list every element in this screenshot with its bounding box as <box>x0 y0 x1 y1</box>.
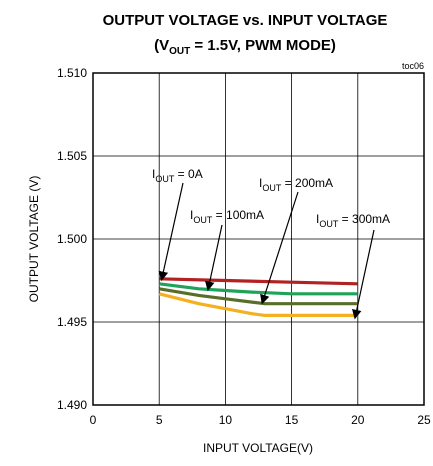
x-tick-label: 15 <box>285 413 299 427</box>
chart-subtitle: (VOUT = 1.5V, PWM MODE) <box>154 37 336 57</box>
series-line-2 <box>158 287 358 306</box>
annotation-arrow-2 <box>260 191 299 305</box>
annotation-arrow-1 <box>205 224 223 292</box>
x-tick-label: 25 <box>417 413 431 427</box>
chart-title: OUTPUT VOLTAGE vs. INPUT VOLTAGE <box>103 12 388 29</box>
plot-frame <box>92 72 425 406</box>
annotation-label-0: IOUT = 0A <box>152 167 203 184</box>
x-tick-label: 0 <box>90 413 97 427</box>
x-axis-label: INPUT VOLTAGE(V) <box>203 441 313 455</box>
y-tick-labels: 1.490 1.495 1.500 1.505 1.510 <box>57 66 87 412</box>
annotation-arrow-3 <box>352 229 375 320</box>
x-tick-labels: 0 5 10 15 20 25 <box>90 413 431 427</box>
annotation-arrow-0 <box>158 182 184 282</box>
y-tick-label: 1.490 <box>57 398 87 412</box>
annotation-label-1: IOUT = 100mA <box>190 208 264 225</box>
y-tick-label: 1.505 <box>57 149 87 163</box>
x-tick-label: 5 <box>156 413 163 427</box>
figure-id: toc06 <box>402 61 424 71</box>
series-line-3 <box>158 292 358 317</box>
x-tick-label: 20 <box>351 413 365 427</box>
annotation-label-3: IOUT = 300mA <box>316 212 390 229</box>
x-tick-label: 10 <box>219 413 233 427</box>
grid <box>93 73 424 405</box>
y-tick-label: 1.500 <box>57 232 87 246</box>
annotation-label-2: IOUT = 200mA <box>259 176 333 193</box>
y-axis-label: OUTPUT VOLTAGE (V) <box>27 176 41 303</box>
annotation-layer: IOUT = 0A IOUT = 100mA IOUT = 200mA IOUT = … <box>152 167 390 320</box>
y-tick-label: 1.495 <box>57 315 87 329</box>
series-line-0 <box>159 277 358 286</box>
y-tick-label: 1.510 <box>57 66 87 80</box>
series-line-1 <box>159 282 358 296</box>
series-layer <box>158 277 358 317</box>
